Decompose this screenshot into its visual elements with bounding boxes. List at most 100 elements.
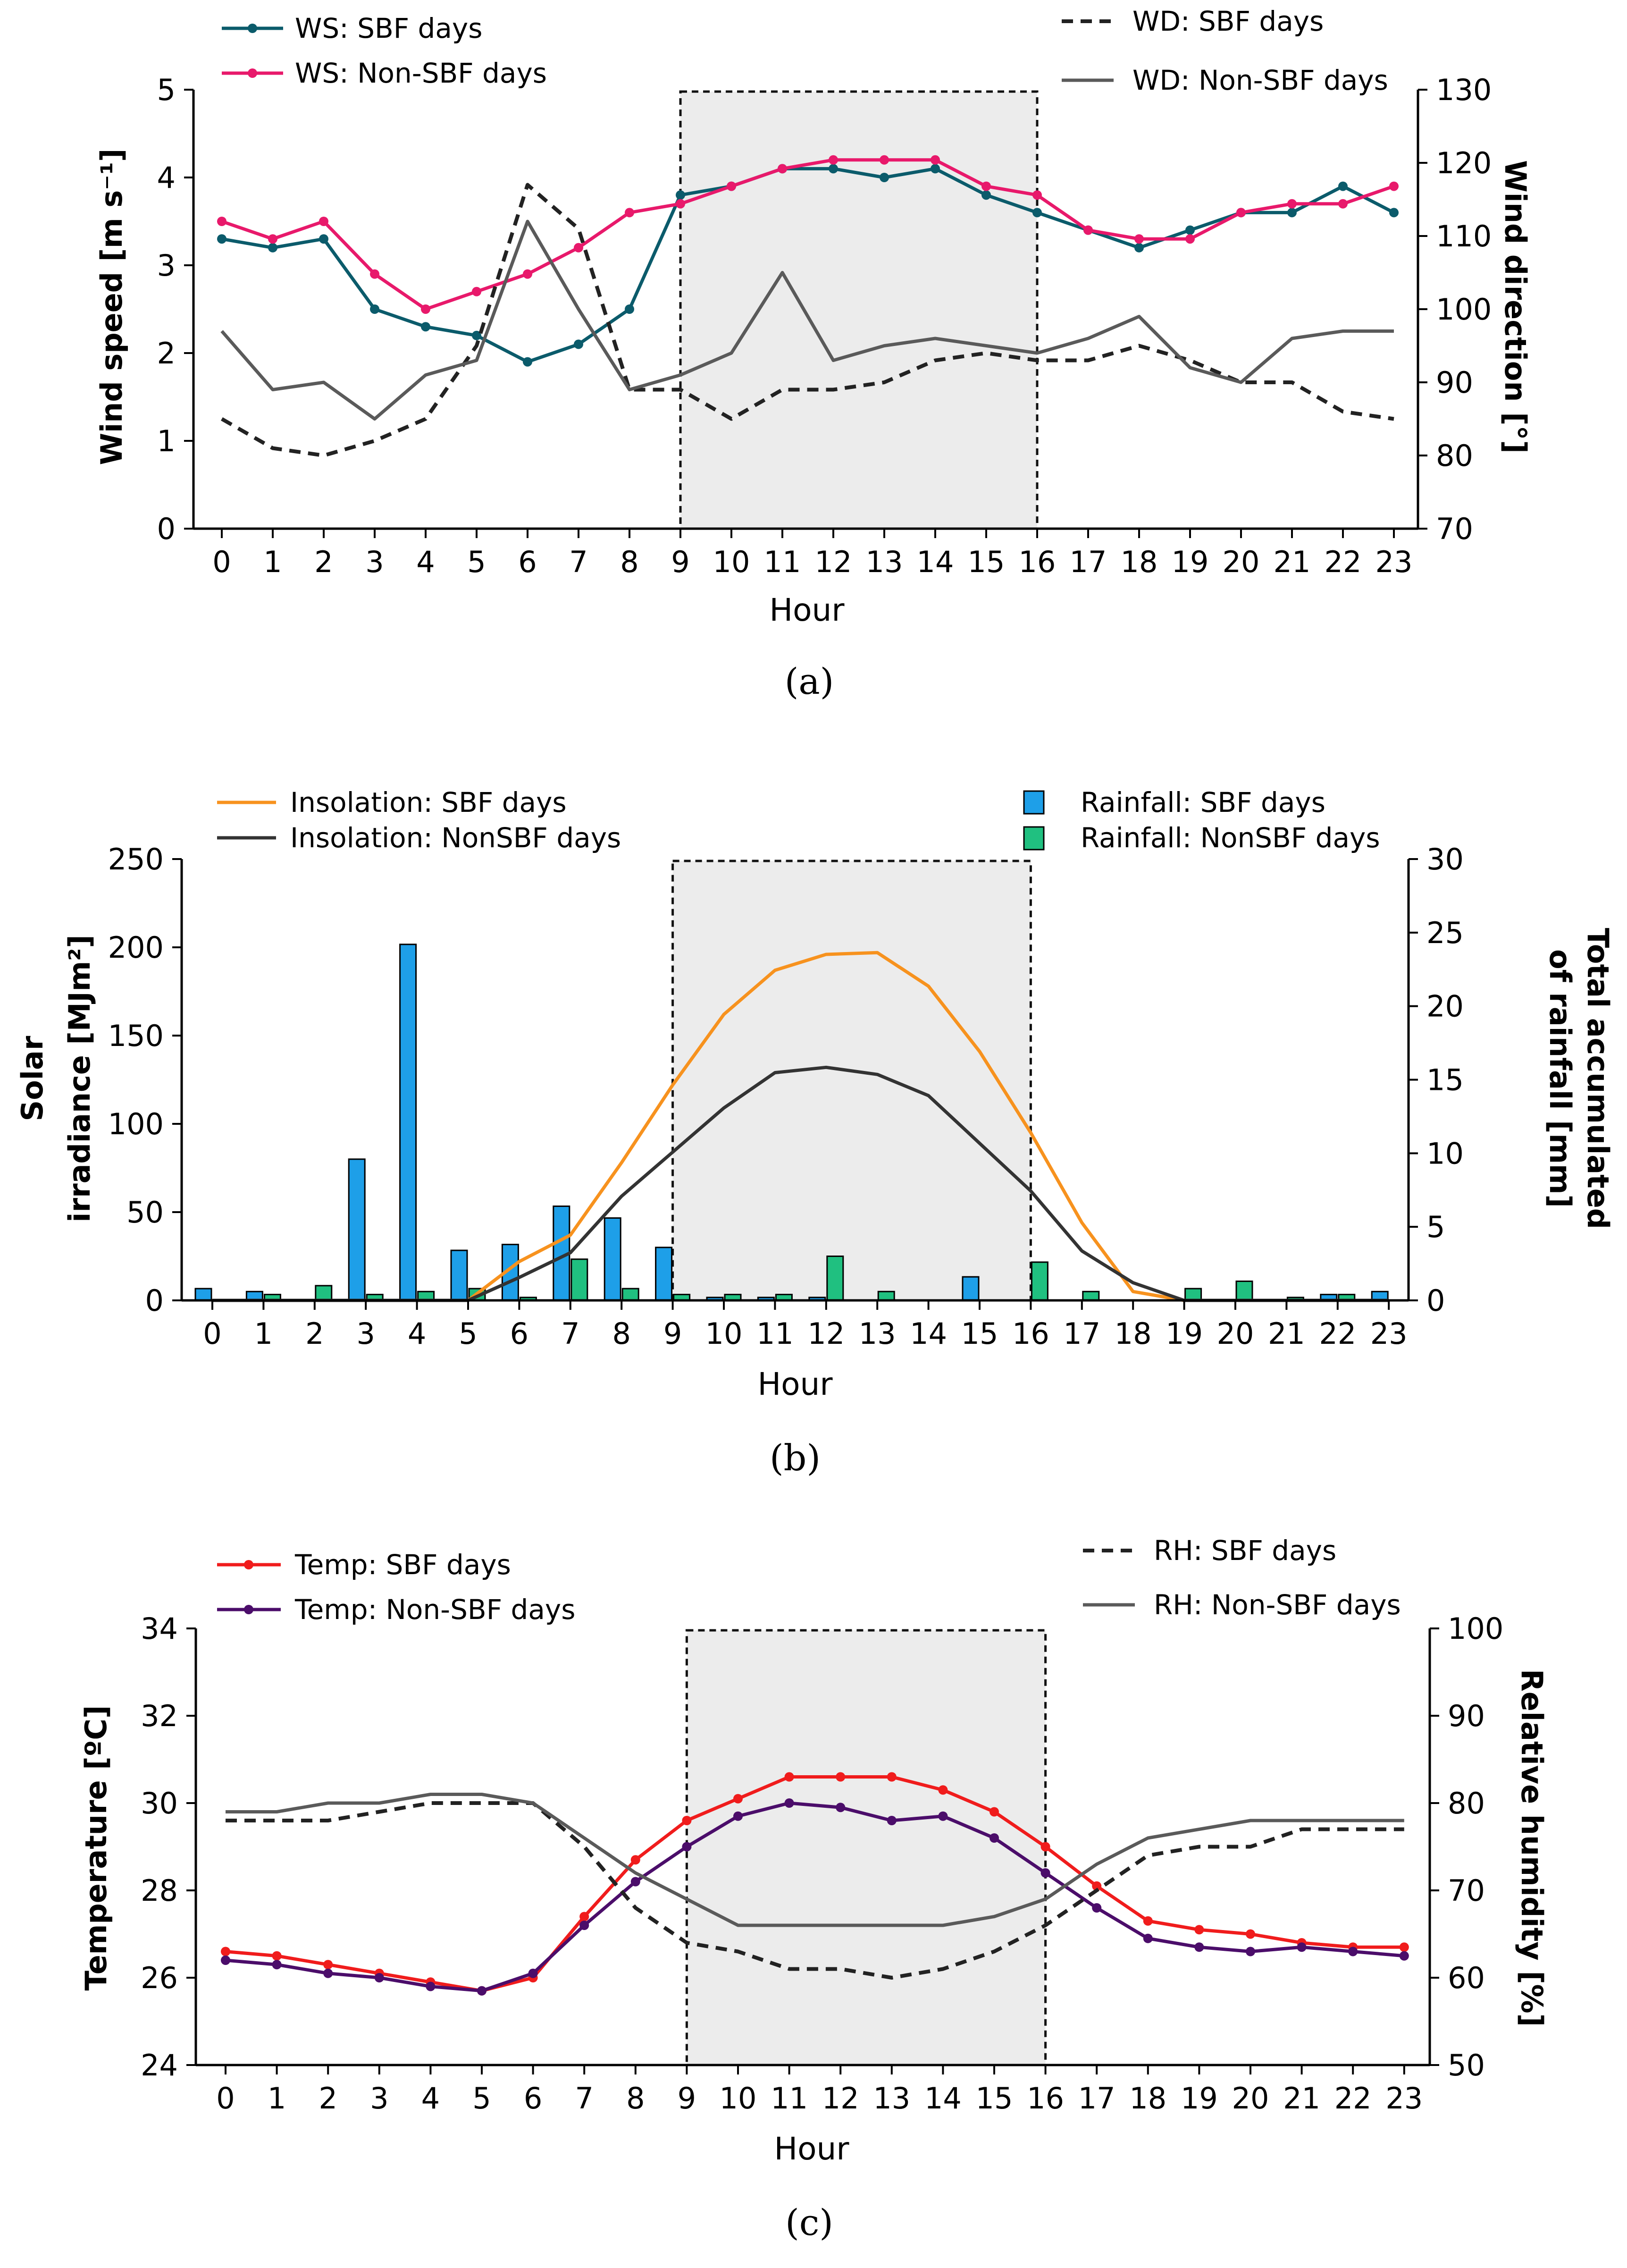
x-tick-label: 20 (1217, 1316, 1254, 1351)
x-tick-label: 21 (1268, 1316, 1305, 1351)
data-point (727, 181, 736, 191)
panel-b-insolation-rainfall-chart: 0 1 2 3 4 5 6 7 8 9 10 11 12 13 14 15 16 17 18 19 20 21 22 2305… (15, 786, 1615, 1479)
data-point (370, 304, 379, 314)
data-point (1389, 208, 1399, 218)
legend-item: WD: SBF days (1062, 5, 1324, 37)
data-point (1194, 1925, 1204, 1935)
data-point (1040, 1868, 1050, 1878)
data-point (981, 190, 991, 200)
data-point (268, 243, 277, 253)
y-tick-label-left: 250 (108, 842, 164, 877)
legend-item: RH: SBF days (1083, 1534, 1336, 1567)
legend-item: Rainfall: SBF days (1023, 786, 1325, 818)
y-tick-label-right: 100 (1448, 1611, 1503, 1646)
x-tick-label: 18 (1121, 545, 1158, 579)
x-tick-label: 6 (510, 1316, 528, 1351)
x-tick-label: 23 (1385, 2081, 1423, 2116)
x-tick-label: 16 (1027, 2081, 1064, 2116)
x-tick-label: 16 (1012, 1316, 1049, 1351)
x-tick-label: 14 (924, 2081, 962, 2116)
data-point (1092, 1881, 1102, 1891)
x-tick-label: 7 (561, 1316, 579, 1351)
y-tick-label-right: 20 (1426, 989, 1464, 1024)
data-point (625, 304, 634, 314)
y-tick-label-right: 60 (1448, 1961, 1485, 1995)
x-tick-label: 23 (1375, 545, 1413, 579)
data-point (523, 269, 532, 279)
y-tick-label-left: 30 (141, 1786, 178, 1821)
x-tick-label: 2 (305, 1316, 324, 1351)
x-tick-label: 9 (678, 2081, 696, 2116)
legend-item: Insolation: SBF days (217, 786, 567, 818)
x-tick-label: 0 (216, 2081, 235, 2116)
legend-item: Insolation: NonSBF days (217, 822, 621, 854)
x-tick-label: 6 (524, 2081, 542, 2116)
y-axis-label-left: Temperature [ºC] (79, 1705, 113, 1991)
data-point (323, 1960, 333, 1970)
y-tick-label-right: 30 (1426, 842, 1464, 877)
x-tick-label: 5 (467, 545, 486, 579)
legend-label: RH: Non-SBF days (1154, 1589, 1401, 1621)
legend-label: Rainfall: NonSBF days (1081, 822, 1380, 854)
data-point (477, 1986, 486, 1996)
data-point (676, 190, 685, 200)
rainfall-bar (604, 1217, 621, 1301)
y-tick-label-left: 50 (126, 1195, 164, 1230)
y-tick-label-left: 28 (141, 1873, 178, 1908)
y-tick-label-left: 100 (108, 1107, 164, 1141)
series-line (225, 1801, 1405, 1993)
rainfall-bar (1082, 1290, 1100, 1301)
panel-caption: (c) (785, 2201, 833, 2243)
x-tick-label: 19 (1166, 1316, 1203, 1351)
y-tick-label-right: 0 (1426, 1283, 1445, 1318)
x-tick-label: 13 (859, 1316, 896, 1351)
data-point (221, 1947, 230, 1956)
data-point (931, 155, 940, 165)
x-tick-label: 7 (569, 545, 587, 579)
x-tick-label: 20 (1232, 2081, 1269, 2116)
data-point (1399, 1942, 1409, 1952)
legend-item: WD: Non-SBF days (1062, 64, 1388, 96)
legend-item: Temp: Non-SBF days (217, 1594, 575, 1626)
data-point (528, 1968, 538, 1978)
x-tick-label: 22 (1325, 545, 1362, 579)
data-point (268, 234, 277, 244)
x-tick-label: 7 (575, 2081, 593, 2116)
data-point (1348, 1947, 1358, 1956)
y-tick-label-left: 5 (157, 73, 176, 107)
x-tick-label: 1 (263, 545, 282, 579)
legend-label: RH: SBF days (1154, 1534, 1336, 1567)
data-point (1236, 208, 1246, 218)
x-tick-label: 21 (1283, 2081, 1320, 2116)
data-point (374, 1973, 384, 1982)
rainfall-bar (570, 1258, 588, 1301)
data-point (1287, 208, 1297, 218)
y-axis-label-right-line2: of rainfall [mm] (1543, 949, 1577, 1208)
y-axis-label-left: Wind speed [m s⁻¹] (94, 149, 129, 465)
data-point (523, 357, 532, 367)
data-point (836, 1803, 846, 1813)
data-point (990, 1807, 999, 1817)
x-axis-label: Hour (758, 1366, 833, 1402)
data-point (217, 234, 226, 244)
y-axis-label-left-line2: irradiance [MJm²] (62, 935, 97, 1222)
data-point (990, 1833, 999, 1843)
series-line (225, 1775, 1404, 1993)
data-point (579, 1921, 589, 1930)
panel-caption: (a) (785, 660, 834, 702)
x-tick-label: 14 (917, 545, 954, 579)
series-line (221, 183, 1394, 457)
data-point (733, 1811, 743, 1821)
x-tick-label: 6 (518, 545, 537, 579)
data-point (1143, 1933, 1153, 1943)
legend-label: Rainfall: SBF days (1081, 786, 1325, 818)
data-point (630, 1855, 640, 1865)
rainfall-bar (1184, 1288, 1202, 1301)
x-tick-label: 22 (1319, 1316, 1356, 1351)
legend-item: WS: Non-SBF days (222, 57, 547, 89)
series-line (221, 167, 1395, 364)
rainfall-bar (399, 944, 417, 1301)
x-tick-label: 0 (212, 545, 231, 579)
data-point (1246, 1929, 1255, 1939)
y-axis-label-right: Relative humidity [%] (1515, 1669, 1549, 2027)
